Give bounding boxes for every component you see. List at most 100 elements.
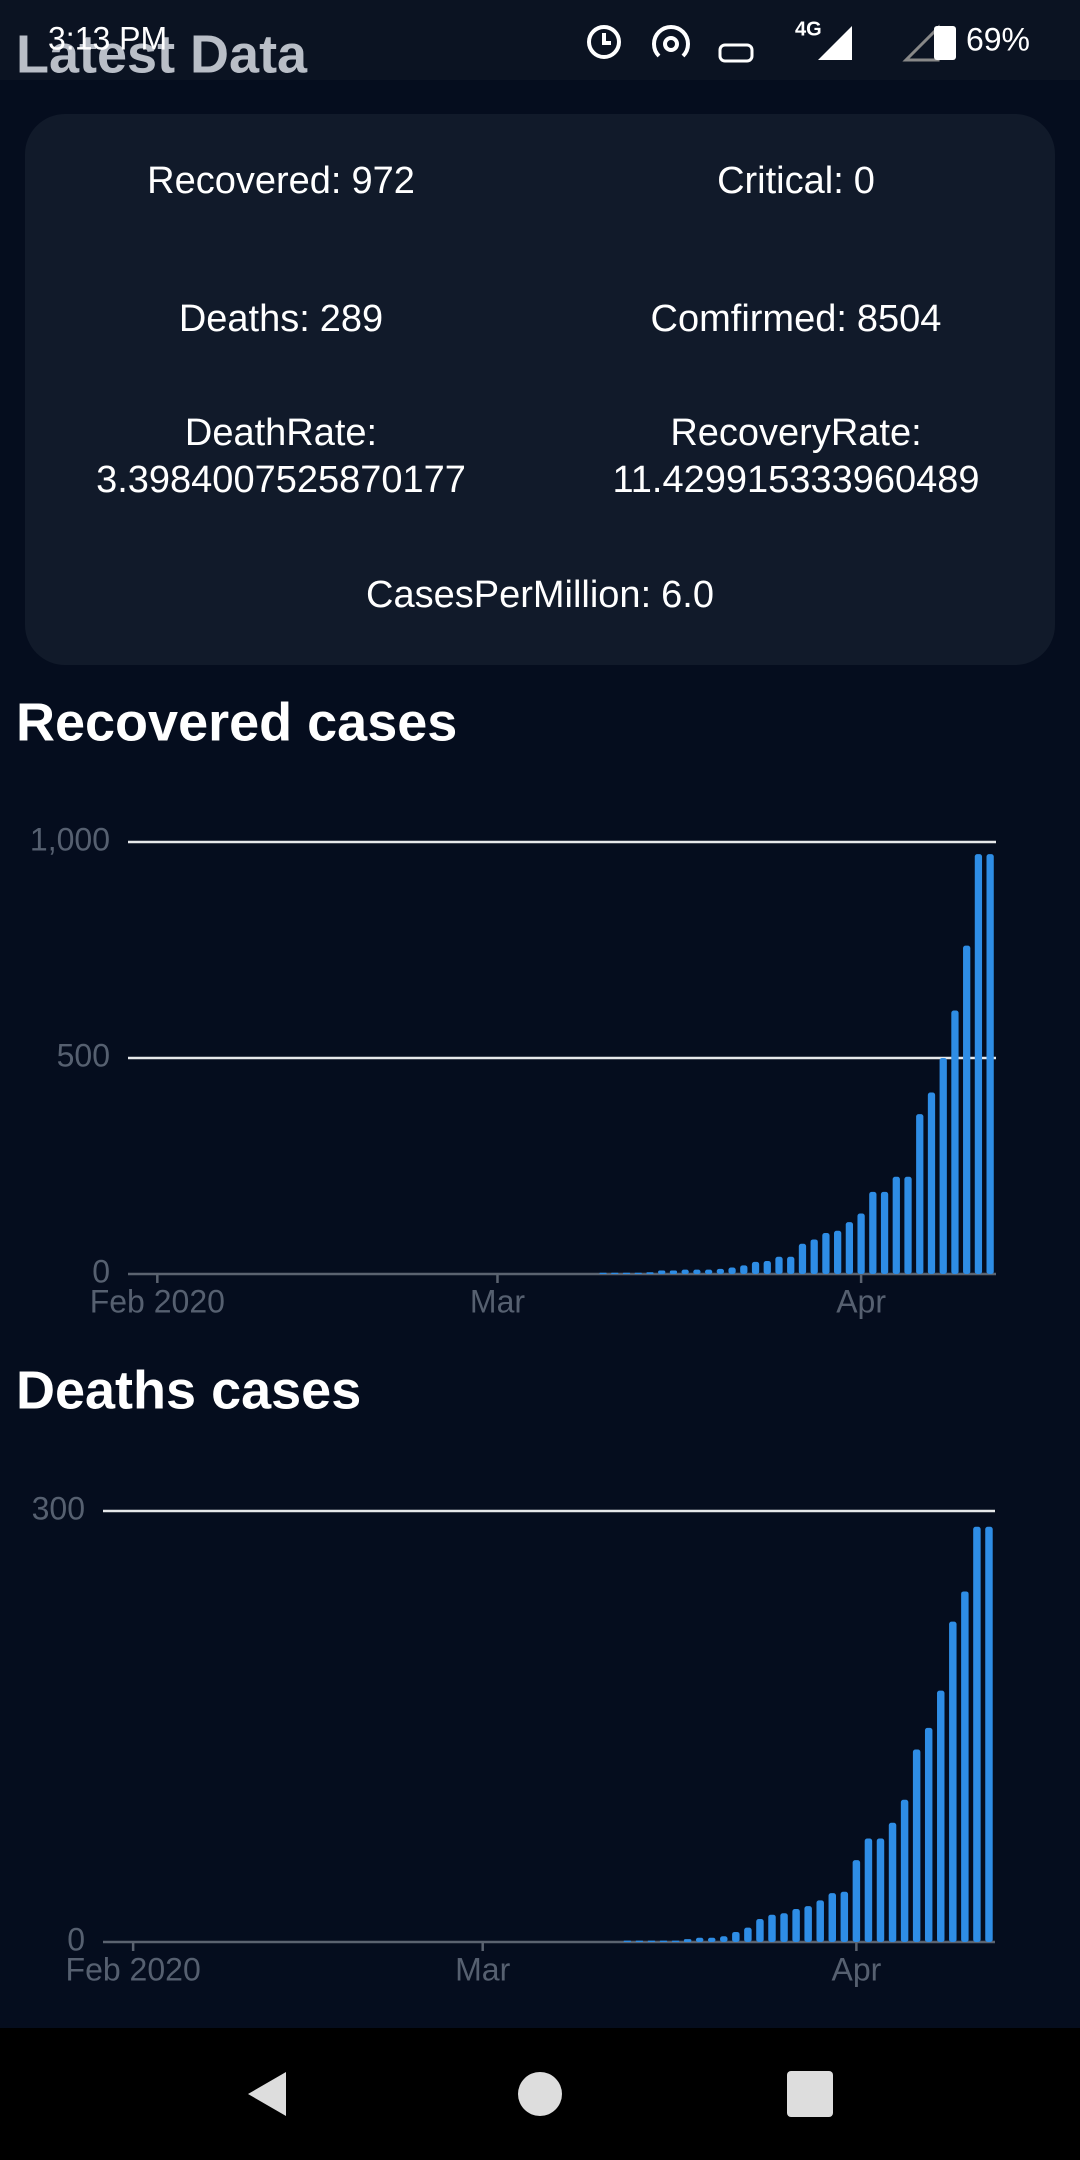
stats: Recovered: 972 Critical: 0 Deaths: 289 Comfirm… (96, 160, 979, 616)
nav-home[interactable] (518, 2072, 562, 2116)
stat-value: 0 (854, 160, 875, 202)
stat-value: 6.0 (661, 574, 714, 616)
bar (816, 1900, 824, 1942)
chart: Recovered cases 0 500 1,000 Feb 2020 Mar Apr (16, 692, 996, 1319)
stats-card (25, 114, 1055, 665)
stat-value: 289 (320, 298, 383, 340)
network-type: 4G (795, 18, 822, 40)
bar (763, 1261, 771, 1274)
bar (704, 1269, 713, 1274)
bar (834, 1230, 842, 1274)
x-tick-label: Feb 2020 (66, 1951, 201, 1987)
bar (623, 1940, 632, 1942)
volte-icon (718, 43, 754, 63)
stat-label: Comfirmed: (651, 298, 847, 340)
bar (659, 1940, 668, 1942)
hotspot-icon (663, 36, 679, 52)
bar (949, 1621, 957, 1942)
bar (985, 1526, 993, 1942)
stat-label: Critical: (717, 160, 844, 202)
stat: Deaths: 289 (179, 298, 383, 340)
stat-label: Deaths: (179, 298, 310, 340)
status-bar (0, 0, 1080, 80)
bar (924, 1727, 933, 1942)
bar (744, 1927, 752, 1942)
chart: Deaths cases 0 300 Feb 2020 Mar Apr (16, 1360, 995, 1987)
bar (780, 1913, 788, 1942)
bar (792, 1908, 800, 1942)
bar (798, 1243, 807, 1274)
bar (916, 1114, 924, 1274)
bar (939, 1058, 947, 1274)
bar (973, 1526, 981, 1942)
y-tick-label: 300 (32, 1490, 85, 1526)
stat: Recovered: 972 (147, 160, 415, 202)
bar (599, 1272, 607, 1274)
bar (681, 1269, 689, 1274)
bar (904, 1176, 912, 1274)
alarm-hand (602, 33, 611, 45)
stat-label: Recovered: (147, 160, 341, 202)
hotspot-arc (652, 24, 690, 58)
bar (900, 1799, 909, 1942)
bar (622, 1272, 631, 1274)
y-tick-label: 1,000 (30, 821, 110, 857)
bar (720, 1936, 728, 1942)
chart-title: Deaths cases (16, 1360, 361, 1420)
bar (768, 1914, 776, 1942)
bar (951, 1010, 959, 1274)
x-tick-label: Feb 2020 (90, 1283, 225, 1319)
bar (876, 1838, 885, 1942)
stat-value: 11.429915333960489 (612, 459, 979, 501)
bar (695, 1937, 704, 1942)
page-title: Latest Data (16, 24, 308, 84)
nav-back[interactable] (248, 2072, 286, 2116)
bar (892, 1176, 900, 1274)
bar (986, 854, 994, 1274)
alarm-icon (587, 25, 621, 59)
bar (845, 1222, 854, 1274)
bar (937, 1690, 945, 1942)
bar (740, 1265, 748, 1274)
bar (707, 1937, 716, 1942)
bar (611, 1272, 619, 1274)
status-icons (587, 24, 940, 63)
stat: Comfirmed: 8504 (651, 298, 942, 340)
bar (880, 1191, 889, 1274)
bar (647, 1940, 656, 1942)
bar (974, 854, 983, 1274)
bar (669, 1270, 678, 1274)
stat-label: RecoveryRate: (670, 412, 921, 454)
y-tick-label: 0 (67, 1921, 85, 1957)
bar (963, 945, 971, 1274)
bar (810, 1239, 818, 1274)
bar (728, 1267, 736, 1274)
x-tick-label: Mar (470, 1283, 525, 1319)
bar (635, 1940, 644, 1942)
bar (751, 1261, 760, 1274)
bar (857, 1213, 865, 1274)
x-tick-label: Apr (836, 1283, 886, 1319)
bar (646, 1272, 654, 1274)
bar (732, 1931, 740, 1942)
bar (822, 1232, 830, 1274)
bar (828, 1893, 837, 1942)
bar (912, 1749, 921, 1942)
bar (756, 1919, 764, 1942)
nav-recents[interactable] (787, 2071, 833, 2117)
y-tick-label: 500 (57, 1037, 110, 1073)
bar (888, 1822, 897, 1942)
bar (671, 1940, 680, 1942)
bar (634, 1272, 642, 1274)
stat-value: 3.3984007525870177 (96, 459, 466, 501)
bar (658, 1270, 666, 1274)
x-tick-label: Mar (455, 1951, 510, 1987)
battery-level: 69% (966, 21, 1030, 57)
bar (787, 1256, 795, 1274)
battery-icon (934, 26, 956, 60)
chart-title: Recovered cases (16, 692, 457, 752)
bar (693, 1269, 701, 1274)
bar (869, 1191, 877, 1274)
